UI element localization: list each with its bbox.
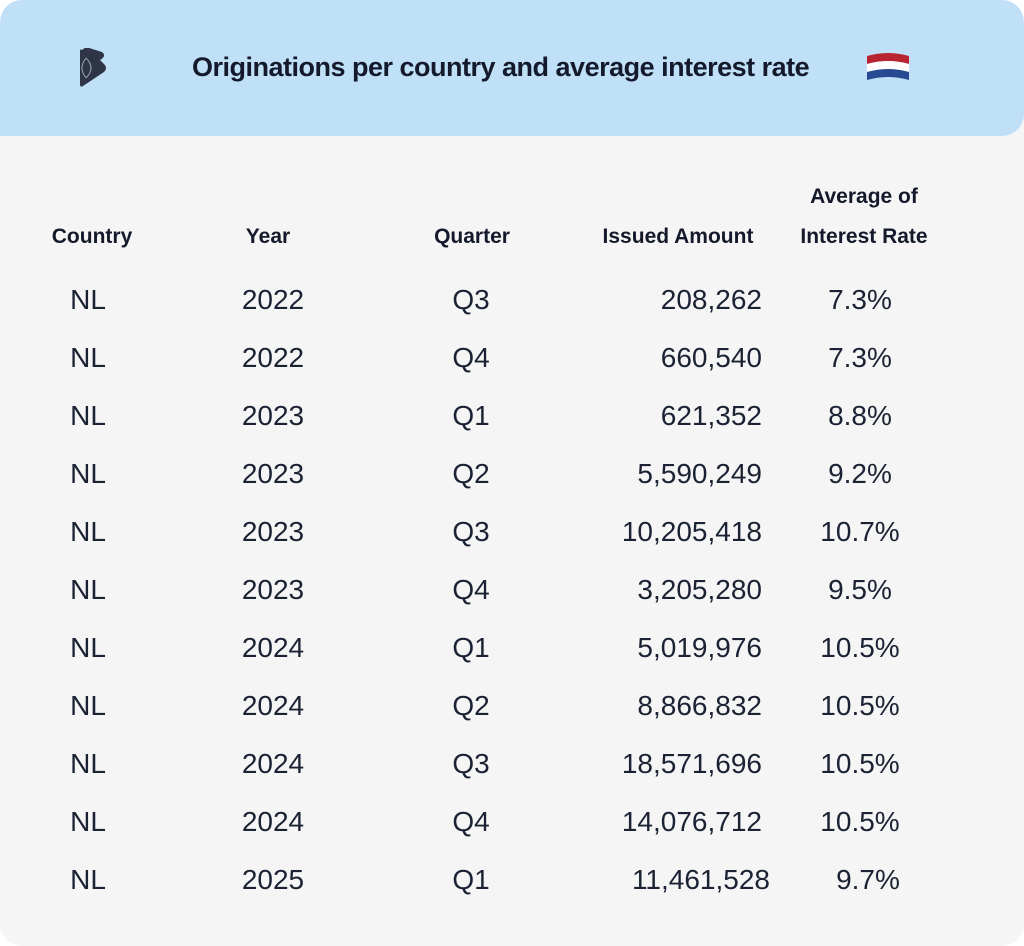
cell-interest-rate: 7.3% [828,284,892,315]
cell-interest-rate: 10.5% [820,806,900,837]
cell-quarter: Q3 [452,284,490,315]
cell-issued-amount: 621,352 [660,400,762,431]
cell-interest-rate: 10.5% [820,690,900,721]
cell-interest-rate: 9.5% [828,574,892,605]
cell-quarter: Q1 [452,400,490,431]
cell-issued-amount: 10,205,418 [621,516,762,547]
column-header: Issued Amount [602,225,754,248]
column-header: Quarter [434,225,510,248]
cell-quarter: Q4 [452,806,490,837]
cell-country: NL [70,748,106,779]
page-title: Originations per country and average int… [192,52,810,82]
cell-country: NL [70,284,106,315]
cell-year: 2025 [241,864,305,895]
cell-interest-rate: 9.7% [836,864,900,895]
cell-interest-rate: 9.2% [828,458,892,489]
cell-issued-amount: 8,866,832 [637,690,762,721]
cell-country: NL [70,632,106,663]
column-header: Year [245,225,291,248]
netherlands-flag-icon [867,53,909,80]
cell-year: 2024 [241,748,305,779]
cell-interest-rate: 7.3% [828,342,892,373]
cell-issued-amount: 11,461,528 [631,864,770,895]
cell-year: 2024 [241,690,305,721]
cell-issued-amount: 208,262 [660,284,762,315]
header-band: Originations per country and average int… [0,0,1024,136]
column-header: Interest Rate [800,225,928,248]
cell-issued-amount: 18,571,696 [621,748,762,779]
cell-interest-rate: 8.8% [828,400,892,431]
cell-quarter: Q1 [452,632,490,663]
column-header: Average of [810,185,918,208]
cell-year: 2024 [241,632,305,663]
brand-logo-icon [80,48,106,87]
cell-quarter: Q4 [452,574,490,605]
cell-year: 2024 [241,806,305,837]
cell-country: NL [70,806,106,837]
cell-quarter: Q2 [452,690,490,721]
cell-issued-amount: 3,205,280 [637,574,762,605]
cell-issued-amount: 660,540 [660,342,762,373]
column-header: Country [51,225,133,248]
cell-issued-amount: 5,590,249 [637,458,762,489]
cell-country: NL [70,400,106,431]
cell-country: NL [70,864,106,895]
cell-interest-rate: 10.7% [820,516,900,547]
cell-country: NL [70,574,106,605]
cell-quarter: Q1 [452,864,490,895]
cell-quarter: Q4 [452,342,490,373]
cell-year: 2022 [241,284,305,315]
cell-year: 2023 [241,516,305,547]
cell-interest-rate: 10.5% [820,632,900,663]
cell-quarter: Q2 [452,458,490,489]
cell-year: 2023 [241,574,305,605]
cell-interest-rate: 10.5% [820,748,900,779]
cell-year: 2023 [241,400,305,431]
cell-issued-amount: 5,019,976 [637,632,762,663]
cell-year: 2022 [241,342,305,373]
cell-quarter: Q3 [452,516,490,547]
cell-country: NL [70,690,106,721]
cell-country: NL [70,516,106,547]
cell-country: NL [70,458,106,489]
cell-quarter: Q3 [452,748,490,779]
cell-year: 2023 [241,458,305,489]
cell-issued-amount: 14,076,712 [621,806,762,837]
cell-country: NL [70,342,106,373]
